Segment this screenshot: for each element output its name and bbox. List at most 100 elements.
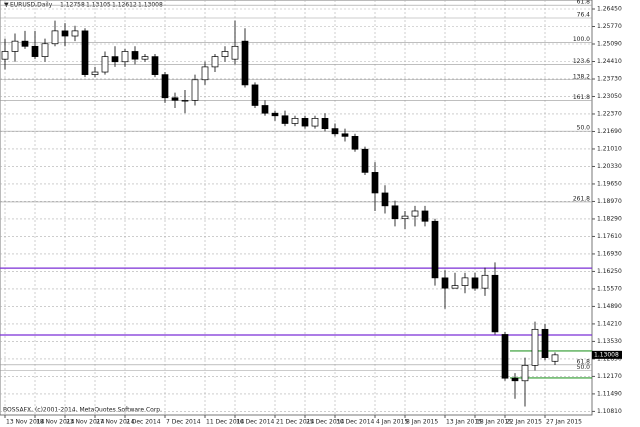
candle-body	[351, 136, 359, 150]
candle-body	[51, 30, 59, 45]
candle-body	[411, 210, 419, 217]
candle-body	[161, 74, 169, 99]
fib-label: 100.0	[573, 36, 590, 43]
candle-body	[191, 79, 199, 101]
x-tick-label: 4 Jan 2015	[376, 419, 408, 426]
candle-body	[121, 51, 129, 63]
candle-body	[401, 215, 409, 220]
candle-body	[391, 205, 399, 220]
y-tick-label: 1.16250	[597, 268, 622, 275]
candle-body	[81, 30, 89, 75]
candle-body	[111, 56, 119, 63]
candle-body	[421, 210, 429, 222]
price-box	[592, 350, 622, 359]
x-tick-label: 30 Dec 2014	[336, 419, 375, 426]
y-tick-label: 1.12850	[597, 355, 622, 362]
fib-label: 61.8	[577, 358, 591, 365]
x-tick-label: 16 Dec 2014	[236, 419, 275, 426]
candle-body	[441, 277, 449, 289]
y-tick-label: 1.14890	[597, 303, 622, 310]
x-tick-label: 2 Dec 2014	[126, 419, 161, 426]
candle-body	[531, 328, 539, 366]
candle-body	[1, 51, 9, 60]
candle-body	[461, 277, 469, 286]
candle-body	[301, 118, 309, 127]
y-tick-label: 1.24410	[597, 58, 622, 65]
candle-body	[521, 364, 529, 382]
candle-body	[291, 118, 299, 124]
x-tick-label: 7 Dec 2014	[166, 419, 201, 426]
candle-body	[311, 118, 319, 127]
fib-label: 161.8	[573, 94, 590, 101]
x-tick-label: 27 Jan 2015	[546, 419, 582, 426]
candle-body	[151, 56, 159, 75]
candle-body	[61, 30, 69, 37]
x-tick-label: 18 Jan 2015	[476, 419, 512, 426]
candle-body	[41, 43, 49, 57]
y-tick-label: 1.13530	[597, 338, 622, 345]
y-tick-label: 1.20330	[597, 163, 622, 170]
candle-body	[211, 56, 219, 68]
y-tick-label: 1.26450	[597, 6, 622, 13]
x-tick-label: 25 Dec 2014	[306, 419, 345, 426]
plot-area	[0, 0, 593, 416]
candle-body	[31, 45, 39, 57]
candle-body	[131, 51, 139, 60]
x-tick-label: 18 Nov 2014	[36, 419, 75, 426]
x-tick-label: 27 Nov 2014	[96, 419, 135, 426]
candle-body	[221, 51, 229, 57]
y-tick-label: 1.10810	[597, 408, 622, 415]
candle-body	[11, 40, 19, 52]
y-tick-label: 1.25090	[597, 40, 622, 47]
candle-body	[321, 118, 329, 129]
y-tick-label: 1.23730	[597, 75, 622, 82]
y-tick-label: 1.11490	[597, 390, 622, 397]
candle-body	[341, 133, 349, 137]
fib-label: 61.8	[577, 0, 591, 6]
y-tick-label: 1.21690	[597, 128, 622, 135]
price-label: 1.13008	[594, 351, 619, 358]
candle-body	[381, 192, 389, 207]
fib-label: 138.2	[573, 73, 590, 80]
y-tick-label: 1.16930	[597, 250, 622, 257]
candle-body	[271, 112, 279, 117]
candle-body	[551, 354, 559, 362]
candle-body	[141, 56, 149, 60]
candle-body	[201, 66, 209, 81]
candle-body	[491, 274, 499, 333]
fib-label: 76.4	[577, 12, 591, 19]
candle-body	[231, 45, 239, 60]
candle-body	[71, 30, 79, 37]
y-tick-label: 1.23050	[597, 93, 622, 100]
candle-body	[511, 377, 519, 382]
candle-body	[361, 148, 369, 173]
candle-body	[431, 220, 439, 279]
x-tick-label: 13 Nov 2014	[6, 419, 45, 426]
y-tick-label: 1.17610	[597, 233, 622, 240]
candle-body	[281, 115, 289, 124]
y-tick-label: 1.25770	[597, 23, 622, 30]
candle-body	[501, 334, 509, 379]
candle-body	[331, 128, 339, 135]
candle-body	[251, 84, 259, 106]
y-tick-label: 1.15570	[597, 285, 622, 292]
fib-label: 123.6	[573, 58, 590, 65]
candle-body	[451, 285, 459, 289]
footer: BOSSAFX, (c)2001-2014, MetaQuotes Softwa…	[3, 407, 162, 414]
x-tick-label: 22 Jan 2015	[506, 419, 542, 426]
candle-body	[471, 277, 479, 289]
candle-body	[241, 40, 249, 86]
fib-label: 261.8	[573, 195, 590, 202]
candle-body	[181, 99, 189, 102]
candle-body	[21, 40, 29, 47]
y-tick-label: 1.18970	[597, 198, 622, 205]
x-tick-label: 8 Jan 2015	[406, 419, 438, 426]
x-tick-label: 11 Dec 2014	[206, 419, 245, 426]
fib-label: 50.0	[577, 364, 591, 371]
y-tick-label: 1.19650	[597, 180, 622, 187]
candle-body	[171, 97, 179, 101]
candle-body	[101, 56, 109, 73]
y-tick-label: 1.22370	[597, 110, 622, 117]
y-tick-label: 1.21010	[597, 145, 622, 152]
